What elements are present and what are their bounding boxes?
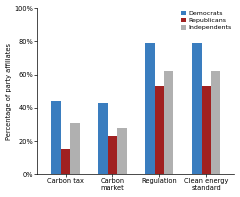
Bar — [61, 149, 70, 174]
Bar — [155, 86, 164, 174]
Bar — [192, 43, 202, 174]
Bar — [51, 101, 61, 174]
Y-axis label: Percentage of party affiliates: Percentage of party affiliates — [6, 43, 12, 140]
Bar — [108, 136, 117, 174]
Bar — [211, 71, 220, 174]
Bar — [202, 86, 211, 174]
Bar — [70, 123, 80, 174]
Bar — [145, 43, 155, 174]
Bar — [117, 128, 126, 174]
Bar — [98, 103, 108, 174]
Legend: Democrats, Republicans, Independents: Democrats, Republicans, Independents — [179, 9, 233, 32]
Bar — [164, 71, 174, 174]
